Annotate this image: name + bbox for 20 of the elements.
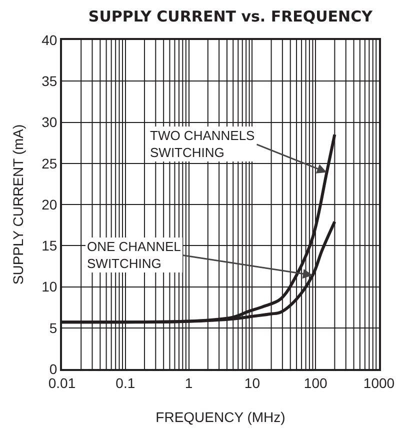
y-tick-label: 25 (42, 155, 58, 172)
chart-title: SUPPLY CURRENT vs. FREQUENCY (88, 7, 374, 26)
x-tick-label: 1 (184, 374, 193, 391)
y-tick-label: 10 (42, 278, 58, 295)
y-tick-label: 5 (49, 320, 58, 336)
x-axis-title: FREQUENCY (MHz) (156, 409, 286, 425)
y-tick-label: 35 (42, 73, 58, 90)
x-tick-label: 10 (244, 374, 260, 391)
x-tick-label: 0.1 (116, 374, 136, 391)
y-tick-label: 30 (42, 114, 58, 130)
x-tick-label: 100 (304, 374, 328, 391)
x-tick-label: 0.01 (48, 374, 76, 391)
y-tick-label: 0 (49, 360, 58, 377)
annotation: TWO CHANNELS SWITCHING (150, 128, 256, 160)
y-tick-label: 15 (42, 238, 58, 254)
annotation: ONE CHANNEL SWITCHING (87, 239, 181, 271)
y-tick-label: 40 (42, 32, 58, 48)
x-tick-label: 1000 (363, 374, 395, 391)
y-axis-title: SUPPLY CURRENT (mA) (10, 124, 26, 285)
y-tick-label: 20 (42, 196, 58, 212)
